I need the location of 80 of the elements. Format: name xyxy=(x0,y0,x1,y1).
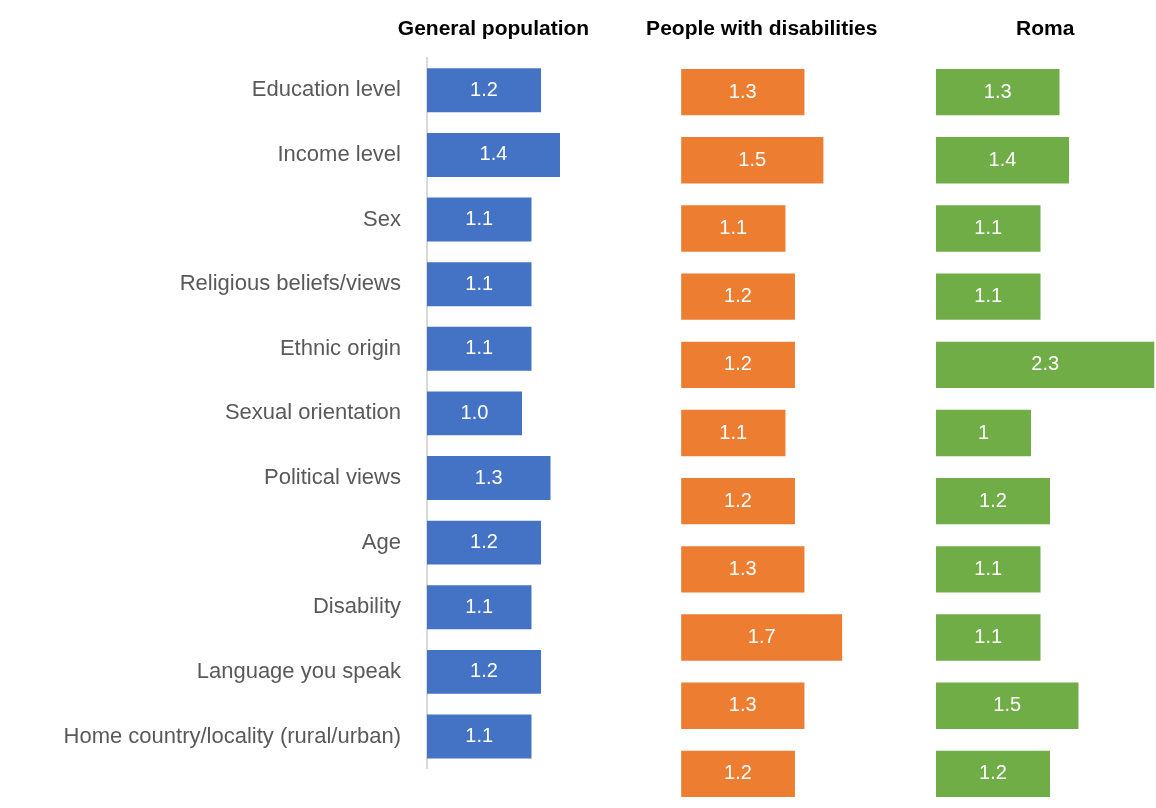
bar xyxy=(427,326,532,371)
bar xyxy=(427,714,532,759)
bar xyxy=(936,750,1050,798)
chart-title: Roma xyxy=(1016,15,1075,39)
bar xyxy=(681,137,824,184)
data-label: 1.1 xyxy=(719,420,748,443)
data-label: 1.2 xyxy=(724,488,752,511)
bar xyxy=(681,546,805,593)
bar xyxy=(427,456,551,500)
data-label: 1.1 xyxy=(465,207,494,230)
data-label: 1.3 xyxy=(728,556,757,579)
bar xyxy=(936,137,1069,184)
data-label: 1.1 xyxy=(719,215,748,238)
bar xyxy=(936,68,1060,116)
data-label: 1.1 xyxy=(974,284,1003,307)
bar xyxy=(427,197,532,242)
bar xyxy=(427,68,541,113)
bar xyxy=(681,341,795,388)
y-tick-label: Sex xyxy=(363,205,401,231)
data-label: 1.2 xyxy=(979,761,1007,784)
data-label: 1.4 xyxy=(479,142,508,165)
bar xyxy=(936,546,1041,593)
bar xyxy=(681,478,795,525)
data-label: 1.1 xyxy=(974,625,1003,648)
bar xyxy=(681,682,805,729)
y-tick-label: Education level xyxy=(251,76,401,102)
data-label: 1.3 xyxy=(728,79,757,102)
data-label: 1.0 xyxy=(460,400,489,423)
bar xyxy=(681,68,805,116)
bar xyxy=(681,409,786,457)
bar xyxy=(936,682,1079,729)
data-label: 1.1 xyxy=(974,215,1003,238)
data-label: 1.5 xyxy=(993,693,1022,716)
data-label: 1.2 xyxy=(724,761,752,784)
data-label: 1.2 xyxy=(724,352,752,375)
chart-title: General population xyxy=(397,15,590,39)
data-label: 1 xyxy=(977,420,990,443)
data-label: 1.2 xyxy=(470,659,498,682)
data-label: 1.2 xyxy=(979,488,1007,511)
y-tick-label: Home country/locality (rural/urban) xyxy=(63,722,401,748)
bar xyxy=(936,341,1155,388)
y-tick-label: Ethnic origin xyxy=(279,334,401,360)
bar xyxy=(936,614,1041,661)
bar xyxy=(427,649,541,694)
data-label: 1.1 xyxy=(465,594,494,617)
y-tick-label: Religious beliefs/views xyxy=(179,270,401,296)
data-label: 1.1 xyxy=(974,556,1003,579)
data-label: 2.3 xyxy=(1031,352,1060,375)
data-label: 1.2 xyxy=(470,77,498,100)
chart-title: People with disabilities xyxy=(646,15,878,39)
bar xyxy=(936,478,1050,525)
bar xyxy=(936,205,1041,252)
bar xyxy=(936,273,1041,320)
y-tick-label: Age xyxy=(361,528,401,554)
data-label: 1.3 xyxy=(983,79,1012,102)
data-label: 1.4 xyxy=(988,147,1017,170)
bar xyxy=(427,132,560,177)
y-tick-label: Sexual orientation xyxy=(224,399,401,425)
bar xyxy=(681,205,786,252)
data-label: 1.3 xyxy=(728,693,757,716)
data-label: 1.7 xyxy=(747,625,776,648)
bar xyxy=(427,391,522,436)
bar xyxy=(427,520,541,565)
y-tick-label: Political views xyxy=(264,464,401,490)
data-label: 1.2 xyxy=(470,530,498,553)
y-tick-label: Income level xyxy=(277,140,401,166)
data-label: 1.3 xyxy=(474,465,503,488)
data-label: 1.2 xyxy=(724,284,752,307)
y-tick-label: Language you speak xyxy=(196,657,402,683)
bar xyxy=(427,585,532,630)
bar xyxy=(681,614,843,661)
bar xyxy=(681,750,795,798)
data-label: 1.1 xyxy=(465,724,494,747)
data-label: 1.1 xyxy=(465,271,494,294)
y-tick-label: Disability xyxy=(312,593,401,619)
data-label: 1.1 xyxy=(465,336,494,359)
bar xyxy=(936,409,1031,457)
bar xyxy=(681,273,795,320)
bar xyxy=(427,262,532,307)
data-label: 1.5 xyxy=(738,147,767,170)
